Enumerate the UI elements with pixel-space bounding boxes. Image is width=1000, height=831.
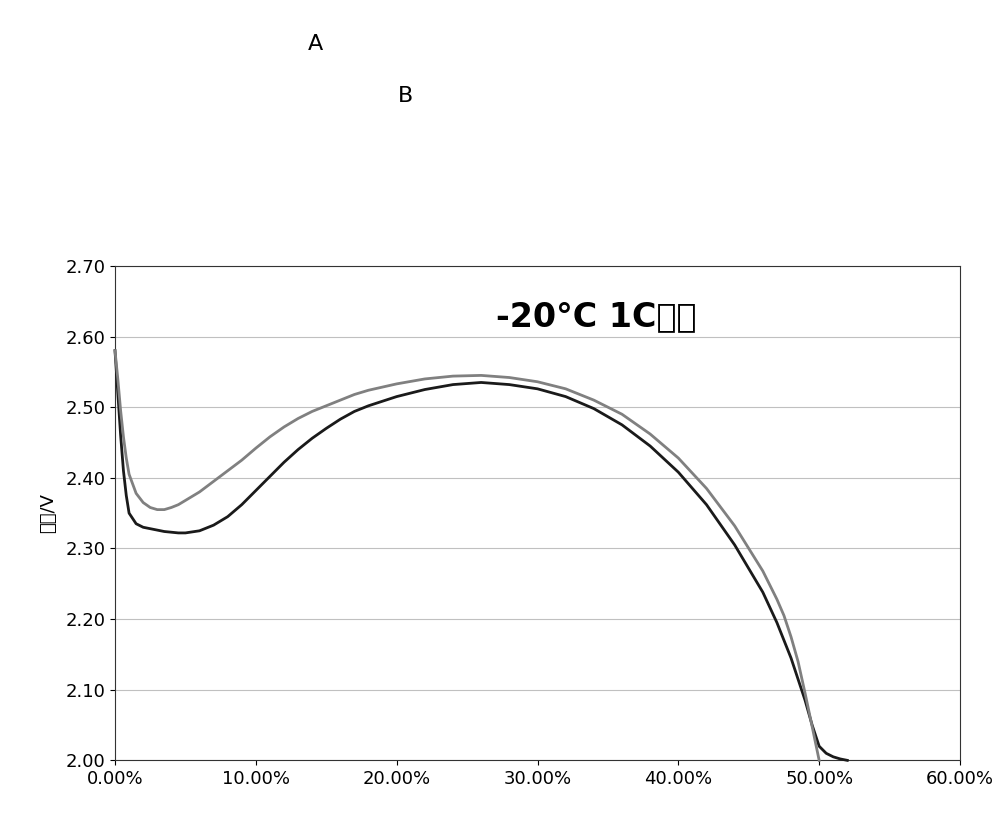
Y-axis label: 电压/V: 电压/V [39,493,57,534]
Text: A: A [307,34,323,54]
Text: -20°C 1C放电: -20°C 1C放电 [496,301,697,333]
Text: B: B [397,86,413,106]
